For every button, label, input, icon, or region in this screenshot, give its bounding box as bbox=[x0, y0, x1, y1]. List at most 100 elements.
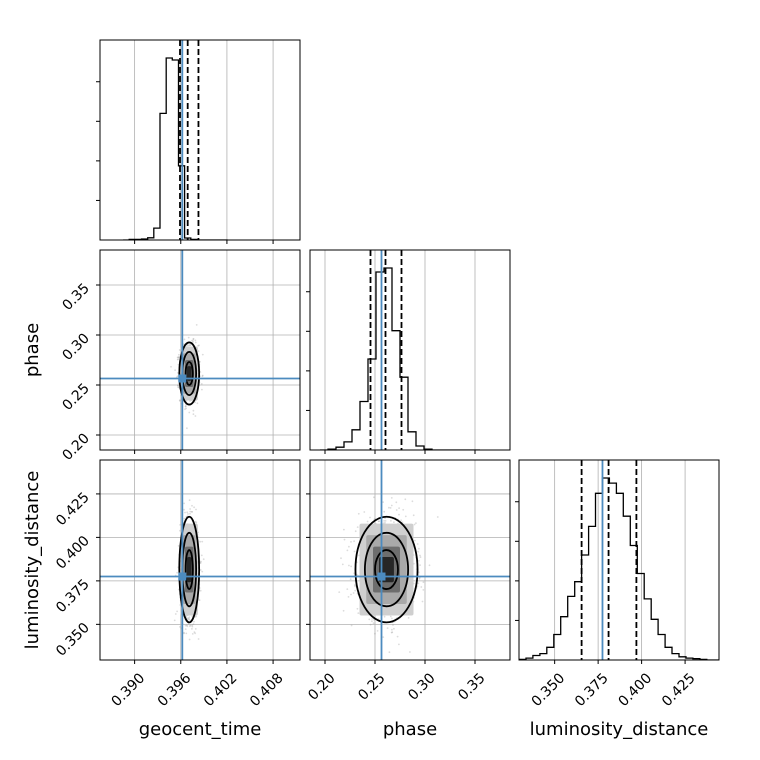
sample-point bbox=[194, 341, 197, 344]
sample-point bbox=[392, 624, 394, 626]
sample-point bbox=[384, 522, 386, 524]
histogram-geocent_time bbox=[123, 57, 228, 240]
sample-point bbox=[194, 415, 197, 417]
x-tick-label: 0.20 bbox=[305, 670, 338, 703]
contour-line bbox=[184, 361, 194, 386]
sample-point bbox=[382, 636, 385, 638]
sample-point bbox=[194, 628, 197, 630]
sample-point bbox=[396, 635, 399, 638]
panel-phase-vs-density bbox=[306, 249, 511, 451]
y-tick-label: 0.425 bbox=[53, 489, 93, 529]
sample-point bbox=[354, 530, 357, 533]
sample-point bbox=[192, 337, 195, 340]
sample-point bbox=[195, 521, 198, 524]
sample-point bbox=[193, 631, 196, 633]
sample-point bbox=[404, 515, 407, 518]
panel-geocent_time-vs-density bbox=[96, 39, 301, 241]
x-tick-label: 0.30 bbox=[405, 670, 438, 703]
sample-point bbox=[170, 365, 172, 368]
panel-geocent_time-vs-luminosity_distance bbox=[99, 459, 301, 661]
sample-point bbox=[184, 405, 187, 408]
x-tick-label: 0.35 bbox=[455, 670, 488, 703]
sample-point bbox=[398, 513, 400, 516]
sample-point bbox=[191, 504, 193, 507]
panel-geocent_time-vs-phase bbox=[99, 249, 301, 451]
sample-point bbox=[194, 401, 196, 404]
sample-point bbox=[376, 630, 379, 632]
sample-point bbox=[402, 508, 405, 511]
sample-point bbox=[176, 571, 179, 574]
sample-point bbox=[189, 510, 192, 513]
sample-point bbox=[373, 496, 375, 499]
truth-marker bbox=[377, 572, 386, 581]
sample-point bbox=[386, 627, 389, 629]
sample-point bbox=[417, 550, 419, 553]
x-tick-label: 0.400 bbox=[616, 670, 656, 710]
x-tick-label: 0.396 bbox=[155, 670, 195, 710]
sample-point bbox=[191, 628, 193, 630]
y-tick-label: 0.20 bbox=[59, 431, 92, 464]
contour-line bbox=[178, 341, 201, 406]
sample-point bbox=[356, 526, 359, 528]
sample-point bbox=[201, 540, 204, 543]
sample-point bbox=[201, 353, 204, 356]
sample-point bbox=[398, 507, 400, 509]
sample-point bbox=[388, 651, 391, 654]
sample-point bbox=[417, 559, 420, 562]
sample-point bbox=[183, 631, 185, 634]
sample-point bbox=[188, 499, 191, 502]
sample-point bbox=[179, 524, 182, 526]
sample-point bbox=[343, 538, 346, 541]
sample-point bbox=[421, 600, 424, 603]
sample-point bbox=[186, 344, 189, 347]
sample-point bbox=[418, 547, 420, 550]
sample-point bbox=[346, 549, 349, 552]
sample-point bbox=[177, 386, 180, 389]
sample-point bbox=[191, 624, 194, 627]
density-block bbox=[186, 556, 192, 583]
panel-border bbox=[99, 249, 301, 451]
sample-point bbox=[356, 607, 359, 610]
sample-point bbox=[374, 632, 376, 635]
sample-point bbox=[404, 498, 407, 501]
contour-line bbox=[178, 515, 201, 624]
sample-point bbox=[194, 632, 197, 635]
contour-line bbox=[374, 549, 399, 590]
sample-point bbox=[184, 408, 186, 411]
sample-point bbox=[390, 497, 393, 499]
sample-point bbox=[189, 625, 191, 627]
sample-point bbox=[177, 384, 179, 387]
sample-point bbox=[393, 521, 395, 524]
sample-point bbox=[389, 507, 392, 509]
sample-point bbox=[189, 512, 191, 515]
sample-point bbox=[195, 508, 197, 511]
sample-point bbox=[353, 540, 355, 543]
panel-border bbox=[99, 459, 301, 661]
sample-point bbox=[174, 613, 177, 615]
sample-point bbox=[179, 626, 181, 628]
sample-point bbox=[191, 339, 193, 342]
sample-point bbox=[176, 356, 179, 359]
sample-point bbox=[184, 628, 187, 630]
sample-point bbox=[199, 569, 202, 571]
sample-point bbox=[199, 562, 202, 564]
sample-point bbox=[428, 564, 431, 567]
sample-point bbox=[409, 651, 411, 653]
y-tick-label: 0.25 bbox=[59, 381, 92, 414]
sample-point bbox=[188, 411, 191, 414]
sample-point bbox=[350, 541, 352, 543]
sample-point bbox=[197, 345, 199, 347]
y-axis-title-phase: phase bbox=[22, 323, 43, 377]
sample-point bbox=[191, 625, 194, 628]
sample-point bbox=[195, 324, 198, 326]
sample-point bbox=[436, 516, 439, 518]
sample-point bbox=[418, 577, 421, 580]
sample-point bbox=[369, 623, 372, 626]
sample-point bbox=[187, 623, 190, 625]
sample-point bbox=[195, 615, 198, 618]
sample-point bbox=[176, 358, 179, 361]
sample-point bbox=[395, 509, 398, 511]
sample-point bbox=[383, 615, 386, 618]
sample-point bbox=[178, 355, 181, 358]
sample-point bbox=[186, 511, 189, 514]
